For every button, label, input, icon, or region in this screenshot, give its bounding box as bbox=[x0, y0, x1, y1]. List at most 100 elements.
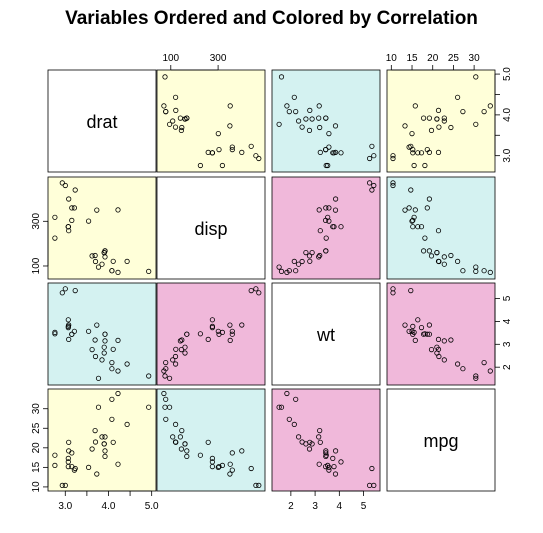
data-point bbox=[248, 465, 254, 472]
data-point bbox=[92, 439, 99, 445]
data-point bbox=[317, 228, 323, 234]
data-point bbox=[110, 258, 116, 264]
data-point bbox=[146, 404, 152, 410]
panel-disp-wt bbox=[271, 176, 381, 280]
data-point bbox=[173, 439, 179, 445]
panel-disp-disp: disp bbox=[156, 176, 266, 280]
data-point bbox=[184, 448, 190, 454]
data-point bbox=[182, 441, 188, 447]
data-point bbox=[366, 155, 373, 162]
data-point bbox=[89, 346, 95, 353]
data-point bbox=[390, 153, 396, 159]
panel-disp-mpg bbox=[386, 176, 496, 280]
data-point bbox=[229, 328, 235, 334]
data-point bbox=[177, 338, 183, 344]
data-point bbox=[229, 144, 235, 150]
data-point bbox=[441, 115, 447, 121]
data-point bbox=[369, 465, 375, 472]
data-point bbox=[426, 115, 432, 121]
data-point bbox=[454, 258, 461, 264]
data-point bbox=[167, 404, 173, 410]
data-point bbox=[338, 224, 344, 230]
data-point bbox=[487, 103, 493, 109]
data-point bbox=[86, 218, 92, 224]
tick-label: 15 bbox=[406, 53, 418, 64]
data-point bbox=[248, 287, 254, 294]
panel-background bbox=[271, 176, 381, 280]
data-point bbox=[115, 368, 121, 374]
data-point bbox=[92, 337, 98, 343]
data-point bbox=[284, 390, 290, 397]
data-point bbox=[330, 455, 336, 461]
data-point bbox=[219, 162, 225, 169]
panel-background bbox=[156, 176, 266, 280]
data-point bbox=[473, 264, 479, 270]
data-point bbox=[173, 421, 179, 427]
data-point bbox=[473, 121, 479, 127]
data-point bbox=[94, 471, 100, 477]
data-point bbox=[371, 182, 377, 189]
panel-background bbox=[271, 388, 381, 492]
data-point bbox=[227, 461, 233, 467]
data-point bbox=[415, 224, 421, 230]
data-point bbox=[229, 147, 235, 153]
y-axis-drat: 3.0 4.0 5.0 bbox=[494, 67, 513, 163]
panel-mpg-mpg: mpg bbox=[386, 388, 496, 492]
panel-background bbox=[47, 282, 157, 386]
data-point bbox=[256, 290, 262, 296]
data-point bbox=[435, 336, 442, 342]
data-point bbox=[182, 344, 188, 350]
data-point bbox=[94, 322, 100, 328]
data-point bbox=[434, 116, 440, 122]
data-point bbox=[326, 467, 332, 473]
data-point bbox=[253, 153, 259, 159]
tick-label: 10 bbox=[386, 53, 398, 64]
data-point bbox=[322, 147, 329, 153]
data-point bbox=[412, 103, 418, 109]
tick-label: 5 bbox=[361, 501, 367, 512]
data-point bbox=[71, 205, 78, 211]
data-point bbox=[92, 258, 99, 265]
variable-label-disp: disp bbox=[194, 219, 227, 239]
data-point bbox=[402, 123, 408, 129]
data-point bbox=[215, 464, 221, 470]
tick-label: 10 bbox=[31, 481, 42, 493]
panel-drat-disp bbox=[156, 69, 266, 173]
data-point bbox=[487, 269, 493, 275]
data-point bbox=[256, 155, 262, 162]
data-point bbox=[124, 421, 130, 427]
data-point bbox=[66, 336, 72, 342]
data-point bbox=[332, 123, 339, 129]
data-point bbox=[326, 205, 332, 211]
data-point bbox=[95, 264, 102, 270]
data-point bbox=[317, 124, 323, 131]
data-point bbox=[65, 463, 71, 470]
data-point bbox=[65, 455, 71, 461]
data-point bbox=[418, 224, 425, 230]
data-point bbox=[62, 482, 68, 488]
tick-label: 3.0 bbox=[502, 148, 513, 162]
data-point bbox=[102, 338, 108, 344]
data-point bbox=[390, 155, 396, 162]
panel-background bbox=[386, 69, 496, 173]
data-point bbox=[424, 331, 430, 337]
data-point bbox=[326, 218, 332, 224]
data-point bbox=[162, 373, 168, 379]
tick-label: 30 bbox=[31, 403, 42, 415]
data-point bbox=[420, 115, 427, 121]
data-point bbox=[411, 162, 417, 169]
data-point bbox=[66, 439, 72, 445]
data-point bbox=[418, 324, 425, 331]
data-point bbox=[115, 390, 121, 397]
data-point bbox=[441, 261, 447, 267]
variable-label-mpg: mpg bbox=[423, 431, 458, 451]
data-point bbox=[227, 322, 233, 328]
data-point bbox=[448, 337, 454, 343]
data-point bbox=[366, 180, 373, 186]
tick-label: 5.0 bbox=[502, 67, 513, 81]
data-point bbox=[291, 258, 297, 264]
data-point bbox=[161, 390, 167, 397]
x-axis-disp: 100 300 bbox=[162, 53, 227, 71]
data-point bbox=[59, 482, 65, 488]
data-point bbox=[172, 353, 179, 360]
